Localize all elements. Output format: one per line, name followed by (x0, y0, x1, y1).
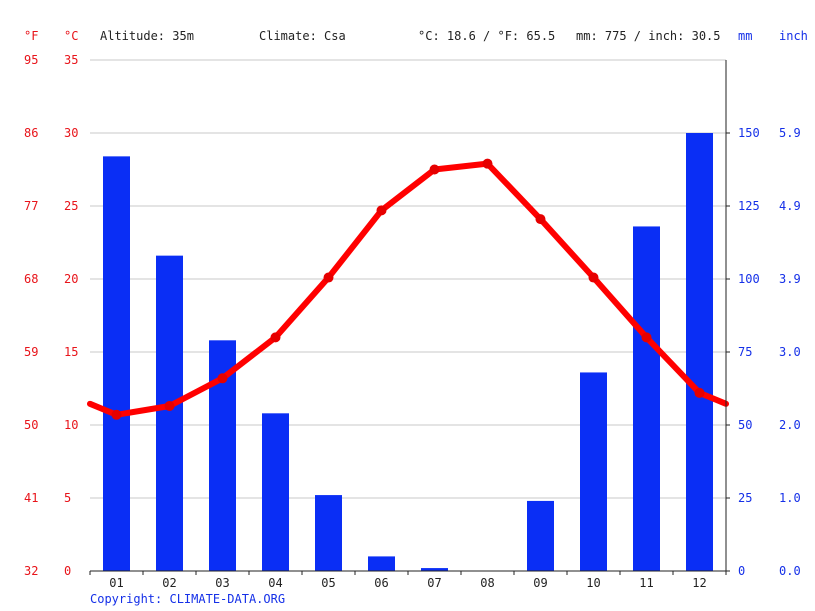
mm-tick-label: 125 (738, 199, 760, 213)
temperature-line (87, 160, 729, 418)
celsius-tick-label: 25 (64, 199, 78, 213)
mm-tick-label: 25 (738, 491, 752, 505)
precipitation-bar (633, 226, 660, 571)
celsius-tick-label: 15 (64, 345, 78, 359)
celsius-tick-label: 35 (64, 53, 78, 67)
temperature-line-group (87, 158, 729, 420)
temperature-point (641, 332, 652, 343)
gridlines (90, 59, 726, 499)
temperature-point (164, 401, 175, 412)
fahrenheit-tick-label: 41 (24, 491, 38, 505)
month-label: 05 (321, 576, 335, 590)
average-temperature-text: °C: 18.6 / °F: 65.5 (418, 29, 555, 43)
month-label: 07 (427, 576, 441, 590)
mm-tick-label: 150 (738, 126, 760, 140)
mm-unit-label: mm (738, 29, 752, 43)
precipitation-bar (315, 495, 342, 571)
temperature-point (217, 373, 228, 384)
temperature-point (535, 214, 546, 225)
fahrenheit-tick-label: 59 (24, 345, 38, 359)
precipitation-bar (156, 255, 183, 571)
inch-unit-label: inch (779, 29, 808, 43)
temperature-point (694, 387, 705, 398)
precipitation-bar (686, 133, 713, 571)
month-label: 08 (480, 576, 494, 590)
inch-tick-label: 3.0 (779, 345, 801, 359)
celsius-tick-label: 10 (64, 418, 78, 432)
temperature-point (482, 158, 493, 169)
mm-tick-label: 0 (738, 564, 745, 578)
temperature-point (270, 332, 281, 343)
precipitation-bar (103, 156, 130, 572)
temperature-point (588, 272, 599, 283)
celsius-tick-label: 30 (64, 126, 78, 140)
temperature-point (111, 409, 122, 420)
precipitation-bars (103, 133, 713, 572)
axes (89, 60, 730, 575)
climate-type-text: Climate: Csa (259, 29, 346, 43)
inch-tick-label: 1.0 (779, 491, 801, 505)
inch-tick-label: 0.0 (779, 564, 801, 578)
month-label: 02 (162, 576, 176, 590)
temperature-point (323, 272, 334, 283)
celsius-tick-label: 5 (64, 491, 71, 505)
celsius-tick-label: 20 (64, 272, 78, 286)
month-label: 11 (639, 576, 653, 590)
precipitation-bar (580, 372, 607, 571)
month-label: 04 (268, 576, 282, 590)
precipitation-bar (262, 413, 289, 571)
month-label: 10 (586, 576, 600, 590)
celsius-unit-label: °C (64, 29, 78, 43)
fahrenheit-tick-label: 32 (24, 564, 38, 578)
precipitation-bar (368, 556, 395, 571)
month-label: 06 (374, 576, 388, 590)
month-label: 01 (109, 576, 123, 590)
mm-tick-label: 50 (738, 418, 752, 432)
fahrenheit-tick-label: 86 (24, 126, 38, 140)
month-label: 03 (215, 576, 229, 590)
fahrenheit-tick-label: 77 (24, 199, 38, 213)
mm-tick-label: 100 (738, 272, 760, 286)
inch-tick-label: 2.0 (779, 418, 801, 432)
inch-tick-label: 5.9 (779, 126, 801, 140)
month-label: 09 (533, 576, 547, 590)
fahrenheit-tick-label: 68 (24, 272, 38, 286)
total-precipitation-text: mm: 775 / inch: 30.5 (576, 29, 721, 43)
inch-tick-label: 3.9 (779, 272, 801, 286)
precipitation-bar (527, 500, 554, 571)
copyright-text: Copyright: CLIMATE-DATA.ORG (90, 592, 285, 606)
celsius-tick-label: 0 (64, 564, 71, 578)
altitude-text: Altitude: 35m (100, 29, 194, 43)
temperature-point (376, 205, 387, 216)
precipitation-bar (421, 568, 448, 571)
month-label: 12 (692, 576, 706, 590)
inch-tick-label: 4.9 (779, 199, 801, 213)
fahrenheit-tick-label: 95 (24, 53, 38, 67)
temperature-point (429, 164, 440, 175)
fahrenheit-unit-label: °F (24, 29, 38, 43)
mm-tick-label: 75 (738, 345, 752, 359)
fahrenheit-tick-label: 50 (24, 418, 38, 432)
